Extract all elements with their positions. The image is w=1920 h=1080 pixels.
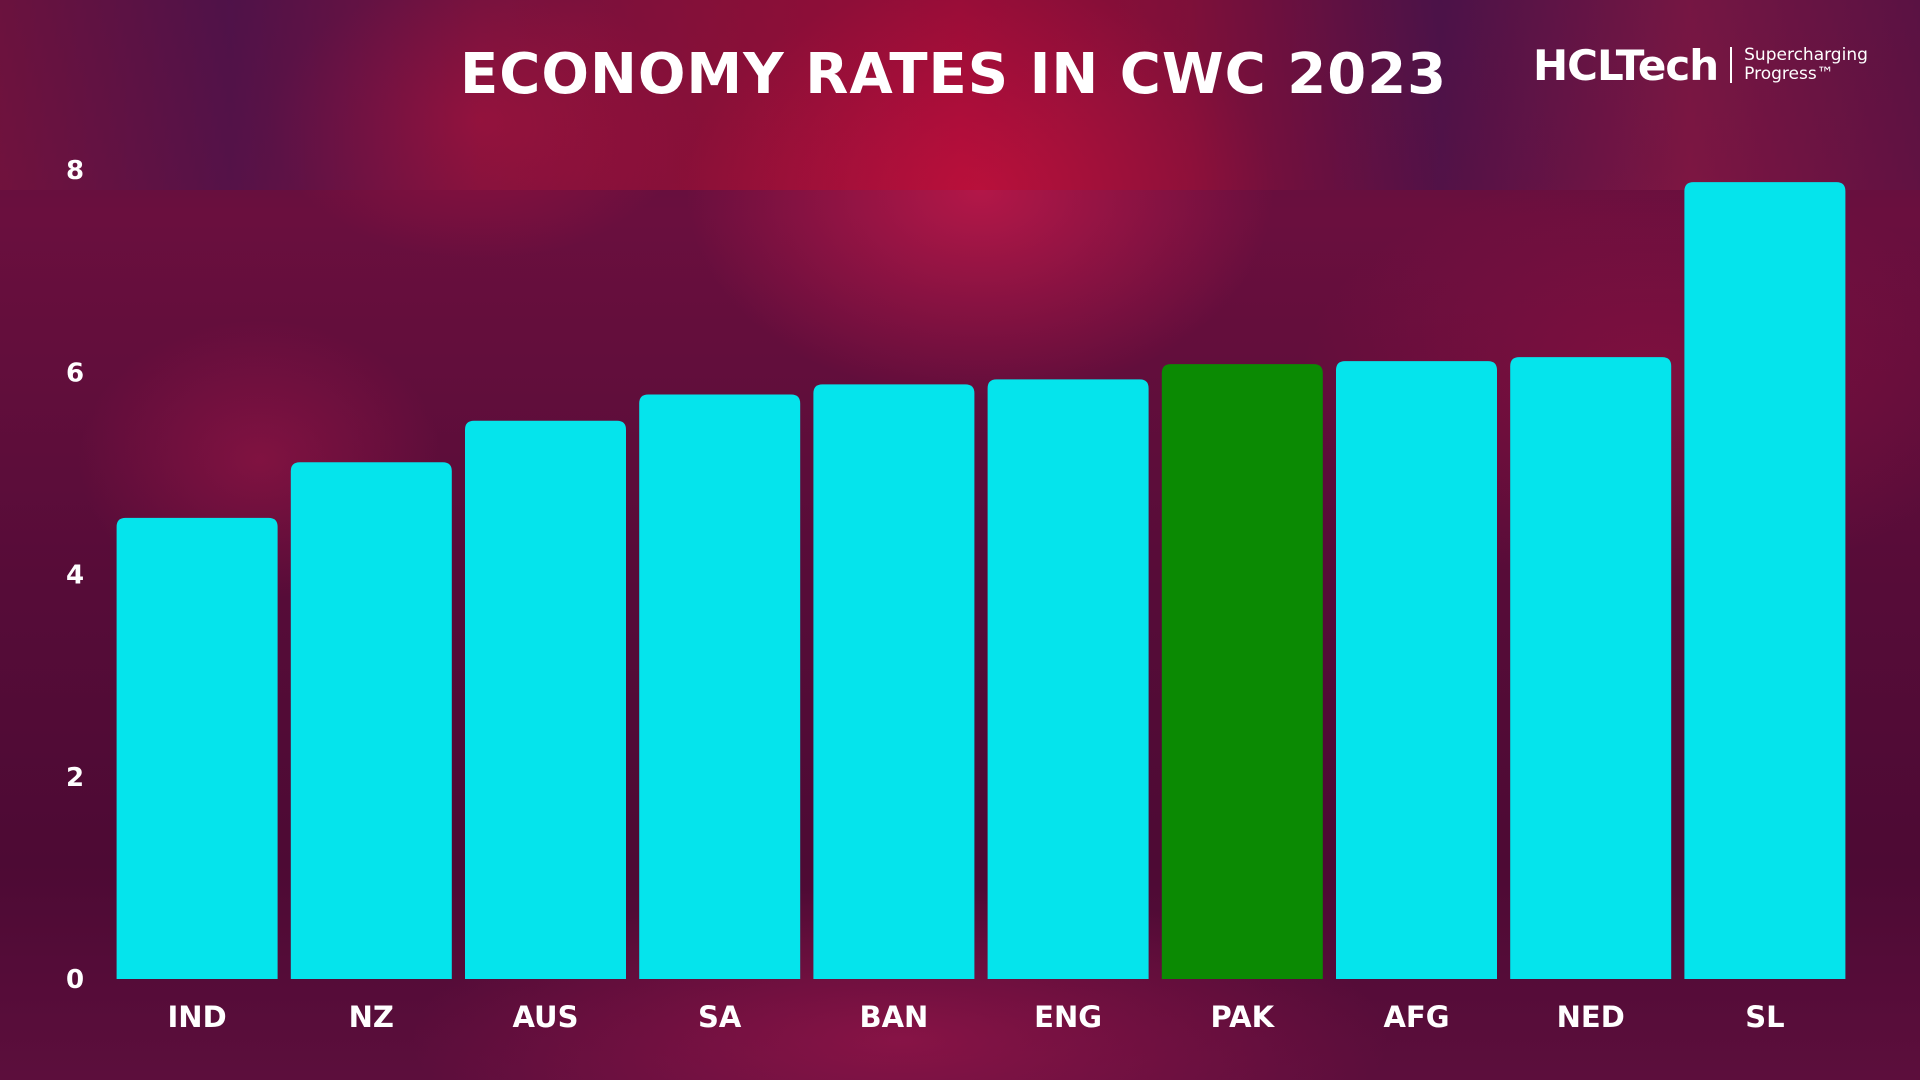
bar-ban bbox=[813, 384, 975, 979]
x-tick-label-ban: BAN bbox=[859, 1000, 928, 1034]
bar-ned bbox=[1510, 357, 1672, 979]
y-axis: 0 2 4 6 8 bbox=[66, 156, 84, 995]
x-tick-label-sl: SL bbox=[1745, 1000, 1784, 1034]
x-tick-label-afg: AFG bbox=[1383, 1000, 1449, 1034]
bar-eng bbox=[987, 379, 1149, 979]
bar-afg bbox=[1336, 361, 1497, 980]
x-tick-label-pak: PAK bbox=[1211, 1000, 1276, 1034]
x-tick-label-aus: AUS bbox=[513, 1000, 579, 1034]
x-axis: IND NZ AUS SA BAN ENG PAK AFG NED SL bbox=[168, 1000, 1785, 1034]
bar-pak bbox=[1161, 364, 1323, 979]
y-tick-label: 2 bbox=[66, 763, 84, 793]
x-tick-label-nz: NZ bbox=[349, 1000, 394, 1034]
x-tick-label-ned: NED bbox=[1557, 1000, 1625, 1034]
x-tick-label-ind: IND bbox=[168, 1000, 227, 1034]
background-top-band bbox=[0, 0, 1920, 190]
bar-sa bbox=[639, 394, 801, 979]
brand-tagline-line1: Supercharging bbox=[1744, 45, 1868, 65]
bar-sl bbox=[1684, 182, 1846, 979]
brand-tagline: Supercharging Progress™ bbox=[1744, 46, 1868, 84]
y-tick-label: 8 bbox=[66, 156, 84, 186]
y-tick-label: 4 bbox=[66, 561, 84, 591]
y-tick-label: 0 bbox=[66, 965, 84, 995]
brand-logo: HCLTech Supercharging Progress™ bbox=[1533, 40, 1868, 90]
chart-title: ECONOMY RATES IN CWC 2023 bbox=[460, 42, 1448, 107]
y-tick-label: 6 bbox=[66, 358, 84, 388]
bar-ind bbox=[116, 517, 278, 979]
brand-name: HCLTech bbox=[1533, 40, 1719, 90]
bar-nz bbox=[290, 462, 452, 980]
x-tick-label-eng: ENG bbox=[1034, 1000, 1102, 1034]
brand-divider bbox=[1730, 47, 1733, 83]
brand-tagline-line2: Progress™ bbox=[1744, 64, 1834, 84]
bar-aus bbox=[465, 420, 626, 979]
bars bbox=[116, 182, 1846, 980]
x-tick-label-sa: SA bbox=[698, 1000, 742, 1034]
